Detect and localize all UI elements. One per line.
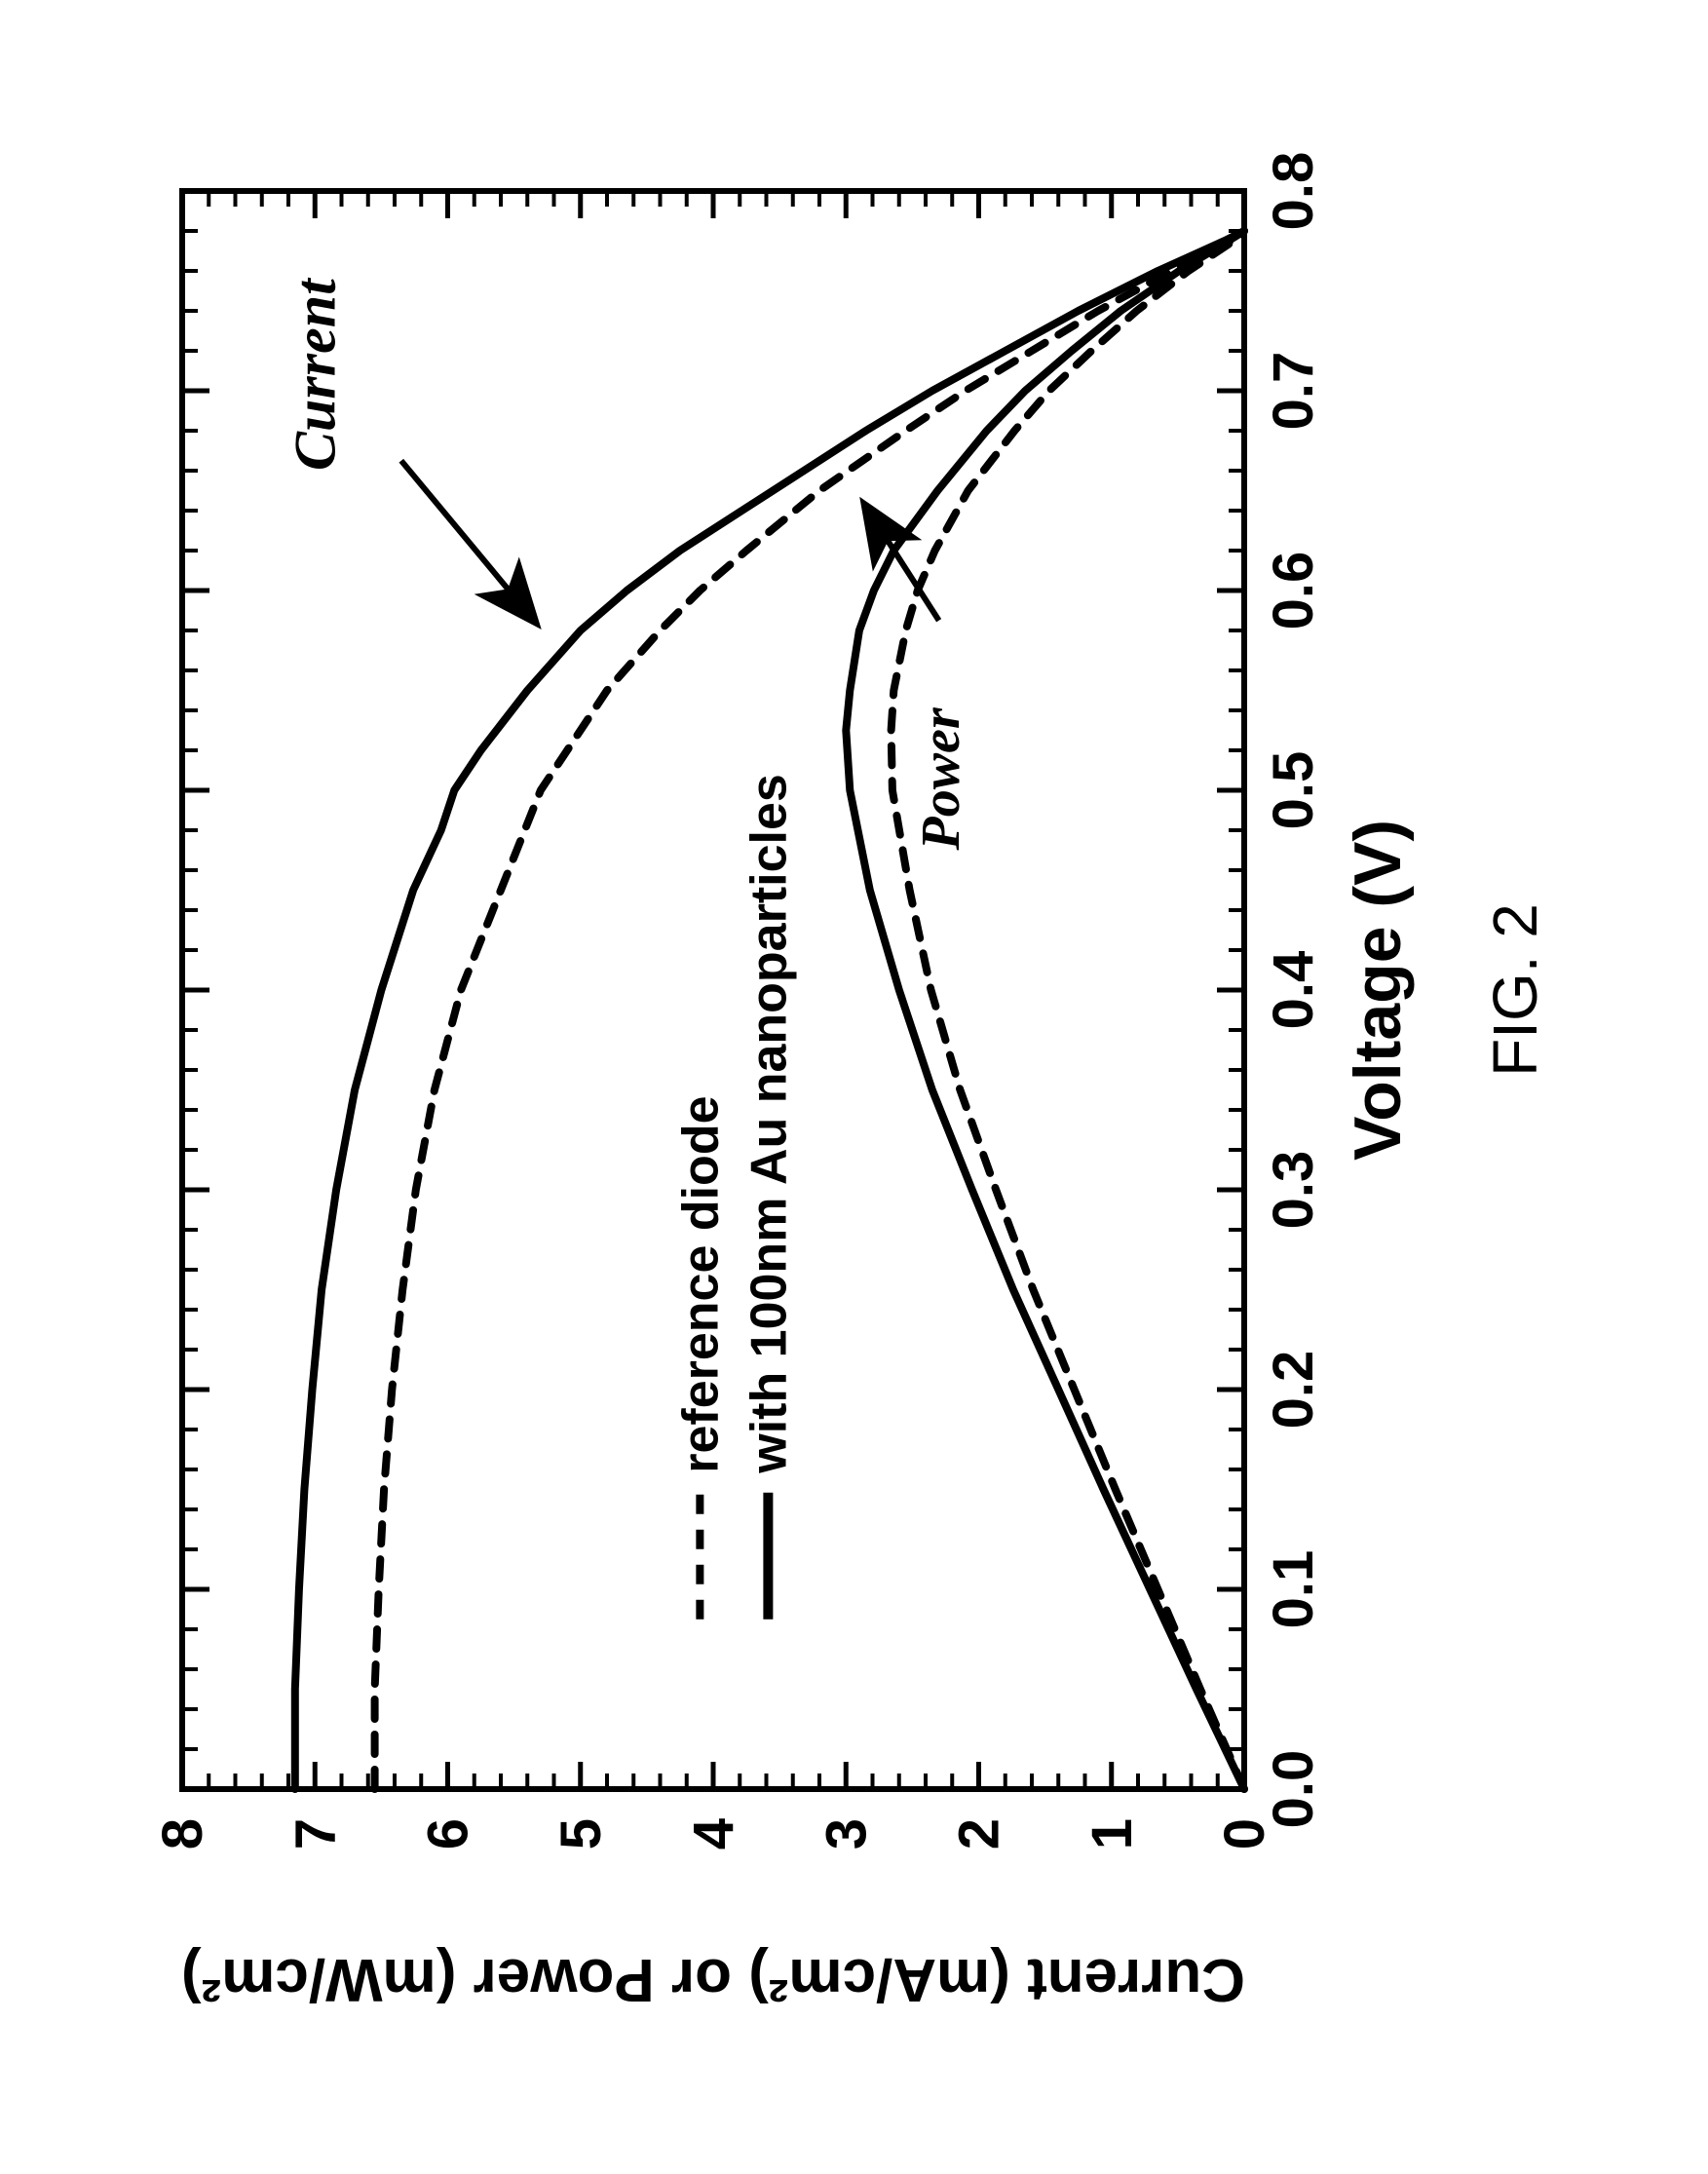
y-tick-label: 5 xyxy=(549,1818,612,1850)
y-tick-label: 1 xyxy=(1080,1818,1143,1850)
legend-label: with 100nm Au nanoparticles xyxy=(740,774,797,1474)
y-tick-label: 4 xyxy=(682,1818,745,1850)
x-tick-label: 0.5 xyxy=(1262,750,1325,829)
rotated-chart-container: 0.0 0.1 0.2 0.3 0.4 0.5 0.6 0.7 0.8 Voltage (V) 0 1… xyxy=(133,133,1575,2042)
x-tick-label: 0.6 xyxy=(1262,551,1325,629)
y-tick-label: 8 xyxy=(151,1818,214,1850)
x-tick-label: 0.3 xyxy=(1262,1150,1325,1229)
y-tick-label: 7 xyxy=(284,1818,347,1850)
x-tick-label: 0.4 xyxy=(1262,950,1325,1029)
x-tick-label: 0.1 xyxy=(1262,1549,1325,1628)
figure-caption: FIG. 2 xyxy=(1480,903,1550,1077)
line-chart: 0.0 0.1 0.2 0.3 0.4 0.5 0.6 0.7 0.8 Voltage (V) 0 1… xyxy=(133,133,1575,2042)
y-tick-label: 3 xyxy=(815,1818,878,1850)
x-tick-label: 0.2 xyxy=(1262,1350,1325,1429)
y-axis-label: Current (mA/cm²) or Power (mW/cm²) xyxy=(181,1946,1245,2013)
legend-label: reference diode xyxy=(672,1095,729,1472)
page: 0.0 0.1 0.2 0.3 0.4 0.5 0.6 0.7 0.8 Voltage (V) 0 1… xyxy=(0,0,1708,2174)
x-axis-label: Voltage (V) xyxy=(1341,819,1415,1160)
y-tick-label: 6 xyxy=(416,1818,479,1850)
annotation-label: Power xyxy=(911,706,971,851)
x-tick-label: 0.7 xyxy=(1262,351,1325,430)
y-tick-label: 2 xyxy=(947,1818,1010,1850)
y-tick-label: 0 xyxy=(1213,1818,1276,1850)
x-tick-label: 0.8 xyxy=(1262,151,1325,230)
x-tick-label: 0.0 xyxy=(1262,1749,1325,1828)
annotation-label: Current xyxy=(283,276,347,470)
